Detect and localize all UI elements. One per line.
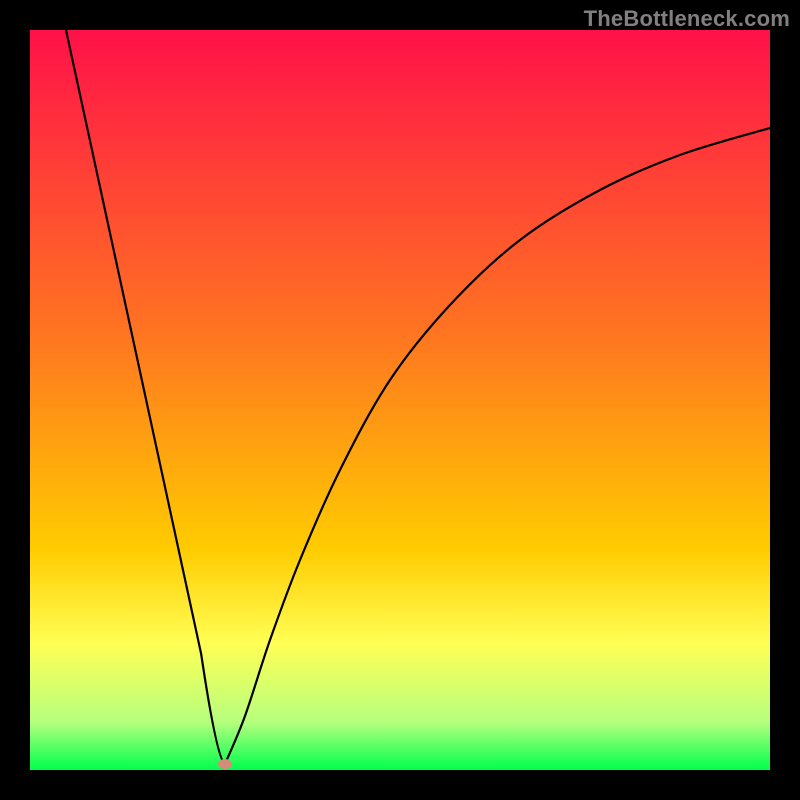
minimum-marker [218,759,232,769]
bottleneck-curve [30,30,770,770]
watermark-text: TheBottleneck.com [584,6,790,32]
curve-path [66,30,770,764]
chart-wrapper: TheBottleneck.com [0,0,800,800]
